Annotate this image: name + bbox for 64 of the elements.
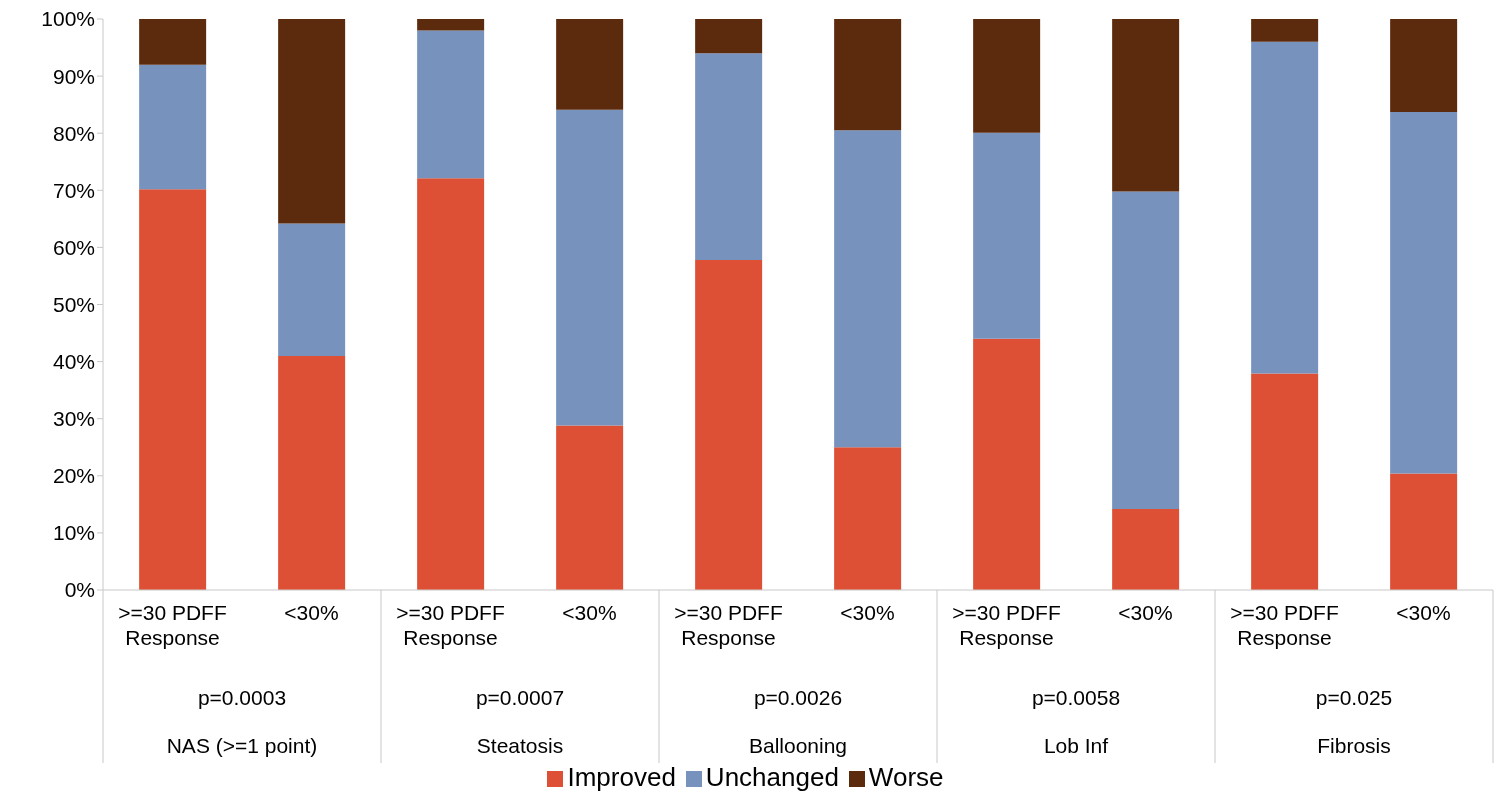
y-tick-label: 80%	[52, 121, 95, 145]
legend-label: Improved	[567, 762, 676, 792]
y-tick-label: 40%	[52, 350, 95, 374]
bar	[695, 19, 763, 54]
bar	[1112, 191, 1180, 509]
x-tick-label: >=30 PDFF Response	[396, 601, 505, 649]
x-tick-label: >=30 PDFF Response	[952, 601, 1061, 649]
y-tick-label: 10%	[52, 521, 95, 545]
bar	[1251, 373, 1319, 590]
x-tick-label: <30%	[562, 601, 617, 624]
text: Lob Inf	[1043, 734, 1109, 757]
bar	[278, 19, 346, 224]
bar	[973, 19, 1041, 133]
bar	[1390, 19, 1458, 113]
legend-label: Worse	[868, 762, 944, 792]
text: NAS (>=1 point)	[166, 734, 318, 757]
bar	[1112, 508, 1180, 590]
bar	[695, 259, 763, 590]
bar	[1112, 19, 1180, 192]
text: p=0.0007	[475, 686, 565, 709]
bar	[139, 64, 207, 190]
bar	[278, 223, 346, 356]
y-tick-label: 60%	[52, 235, 95, 259]
bar	[556, 109, 624, 426]
text: Fibrosis	[1317, 734, 1391, 757]
text: Steatosis	[476, 734, 564, 757]
bar	[834, 19, 902, 131]
x-tick-label: >=30 PDFF Response	[1230, 601, 1339, 649]
bar	[417, 19, 485, 31]
bar	[139, 189, 207, 590]
bar	[834, 130, 902, 448]
text: p=0.0026	[753, 686, 843, 709]
legend-label: Unchanged	[705, 762, 839, 792]
y-tick-label: 70%	[52, 178, 95, 202]
text: Ballooning	[748, 734, 848, 757]
bar	[1251, 41, 1319, 374]
bar	[417, 30, 485, 179]
bar	[556, 425, 624, 590]
text: p=0.0003	[197, 686, 287, 709]
bar	[1251, 19, 1319, 42]
y-tick-label: 90%	[52, 64, 95, 88]
x-tick-label: >=30 PDFF Response	[674, 601, 783, 649]
x-tick-label: <30%	[1396, 601, 1451, 624]
bar	[834, 447, 902, 590]
x-tick-label: <30%	[1118, 601, 1173, 624]
x-tick-label: <30%	[284, 601, 339, 624]
bar	[973, 338, 1041, 590]
bar	[973, 132, 1041, 339]
x-tick-label: <30%	[840, 601, 895, 624]
bar	[278, 355, 346, 590]
bar	[139, 19, 207, 65]
x-tick-label: >=30 PDFF Response	[118, 601, 227, 649]
y-tick-label: 20%	[52, 464, 95, 488]
bar	[695, 53, 763, 260]
text: p=0.0058	[1031, 686, 1121, 709]
bar	[417, 178, 485, 590]
y-tick-label: 0%	[64, 578, 95, 602]
bar	[556, 19, 624, 110]
text: p=0.025	[1315, 686, 1393, 709]
y-tick-label: 50%	[52, 292, 95, 316]
y-tick-label: 100%	[41, 7, 95, 31]
y-tick-label: 30%	[52, 407, 95, 431]
bar	[1390, 112, 1458, 474]
bar	[1390, 473, 1458, 590]
